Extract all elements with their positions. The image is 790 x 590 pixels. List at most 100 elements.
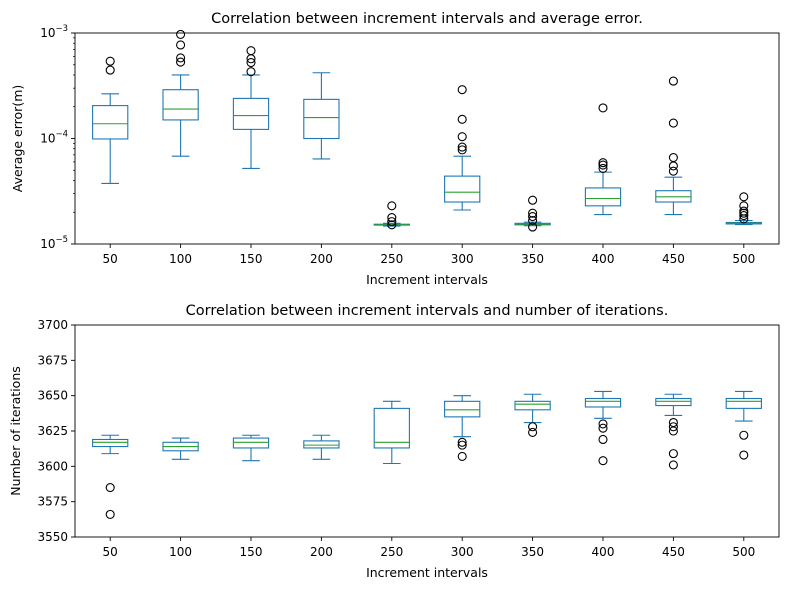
outlier-point [528,427,538,437]
box-iqr [584,397,622,408]
outlier-point [105,56,115,66]
x-tick-label: 200 [310,252,333,266]
box-100 [162,29,199,157]
box-iqr [514,400,551,411]
box-iqr [232,97,270,130]
outlier-point [668,76,678,86]
iterations-chart-panel: Correlation between increment intervals … [8,303,780,580]
box-350 [514,393,551,437]
x-tick-label: 350 [521,252,544,266]
box-250 [373,201,410,230]
box-iqr [92,105,129,140]
y-tick-label: 3700 [37,318,68,332]
box-iqr [232,437,270,449]
outlier-point [739,211,749,221]
outlier-point [457,451,467,461]
outlier-point [387,220,397,230]
box-450 [655,393,692,470]
outlier-point [387,201,397,211]
outlier-point [668,449,678,459]
box-250 [373,400,410,465]
outlier-point [387,213,397,223]
y-tick-label: 3675 [37,353,68,367]
outlier-point [598,160,608,170]
outlier-point [176,29,186,39]
x-tick-label: 450 [662,252,685,266]
y-tick-label: 3600 [37,459,68,473]
outlier-point [176,53,186,63]
y-tick-label: 10−5 [40,235,68,251]
outlier-point [246,46,256,56]
outlier-point [176,40,186,50]
outlier-point [457,114,467,124]
box-350 [514,195,551,232]
outlier-point [668,152,678,163]
box-iqr [584,187,622,207]
x-tick-label: 250 [380,252,403,266]
box-iqr [725,397,762,409]
x-tick-label: 100 [169,252,192,266]
box-50 [92,434,129,519]
outlier-point [668,118,678,128]
x-tick-label: 400 [592,545,615,559]
y-axis-label: Average error(m) [10,85,25,193]
outlier-point [668,426,678,436]
outlier-point [176,57,186,67]
x-tick-label: 300 [451,545,474,559]
outlier-point [387,217,397,227]
outlier-point [598,158,608,168]
outlier-point [105,65,115,75]
outlier-point [739,201,749,211]
box-500 [725,192,762,226]
x-tick-label: 200 [310,545,333,559]
x-tick-label: 400 [592,252,615,266]
x-tick-label: 500 [732,545,755,559]
outlier-point [598,456,608,466]
outlier-point [105,509,115,519]
outlier-point [598,419,608,429]
box-150 [232,46,270,170]
outlier-point [668,422,678,432]
box-iqr [92,438,129,448]
outlier-point [457,132,467,142]
box-400 [584,390,622,466]
outlier-point [739,192,749,202]
y-tick-label: 3575 [37,495,68,509]
y-tick-label: 3650 [37,389,68,403]
y-tick-label: 10−4 [40,130,68,146]
x-tick-label: 350 [521,545,544,559]
plot-frame [74,324,780,538]
box-500 [725,390,762,460]
y-tick-label: 3625 [37,424,68,438]
outlier-point [246,67,256,77]
outlier-point [457,440,467,450]
chart-title: Correlation between increment intervals … [211,11,643,27]
x-axis-label: Increment intervals [366,272,488,287]
box-400 [584,103,622,216]
outlier-point [105,482,115,493]
x-tick-label: 500 [732,252,755,266]
outlier-point [457,437,467,447]
outlier-point [668,460,678,470]
x-tick-label: 150 [240,545,263,559]
box-iqr [373,407,410,449]
outlier-point [739,206,749,216]
y-tick-label: 10−3 [40,24,68,40]
box-iqr [444,400,481,418]
box-iqr [162,89,199,121]
y-tick-label: 3550 [37,530,68,544]
outlier-point [598,103,608,113]
x-tick-label: 450 [662,545,685,559]
box-iqr [303,98,340,140]
y-axis-label: Number of iterations [8,366,23,496]
outlier-point [528,208,538,218]
outlier-point [668,166,678,176]
outlier-point [668,161,678,171]
box-50 [92,56,129,184]
box-150 [232,434,270,462]
x-tick-label: 100 [169,545,192,559]
box-200 [303,72,340,160]
outlier-point [528,212,538,222]
outlier-point [598,434,608,445]
